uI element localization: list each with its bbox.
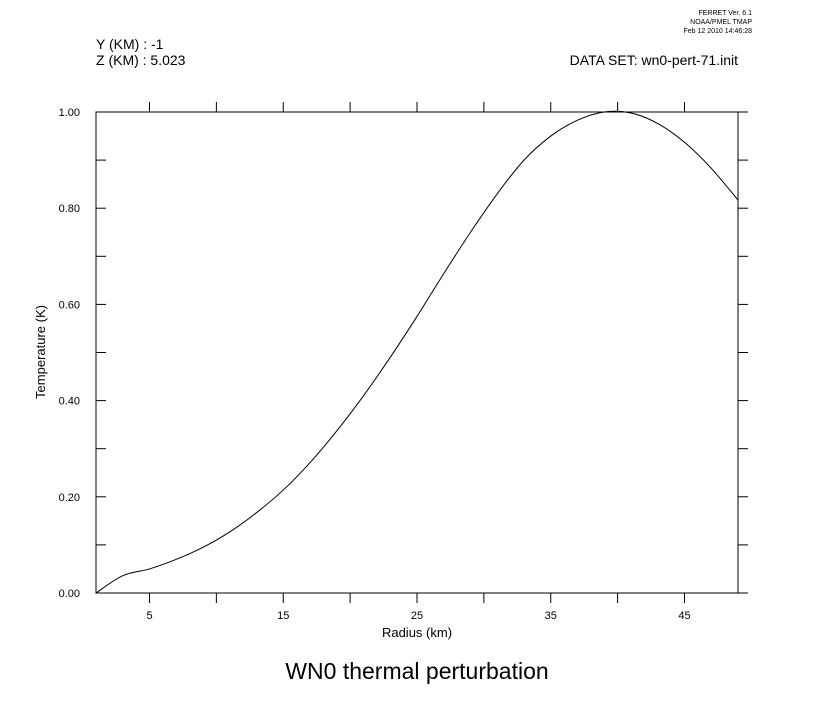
plot-frame bbox=[95, 111, 739, 594]
x-tick-label: 5 bbox=[146, 610, 152, 622]
y-axis-tick-labels: 0.00 0.20 0.40 0.60 0.80 1.00 bbox=[59, 107, 80, 600]
y-coordinate-label: Y (KM) : -1 bbox=[96, 36, 164, 52]
version-line-1: FERRET Ver. 6.1 bbox=[698, 10, 752, 17]
y-axis-ticks bbox=[96, 111, 748, 594]
dataset-label: DATA SET: wn0-pert-71.init bbox=[570, 52, 738, 68]
y-tick-label: 0.60 bbox=[59, 299, 80, 311]
version-line-3: Feb 12 2010 14:46:28 bbox=[683, 28, 752, 35]
y-tick-label: 1.00 bbox=[59, 107, 80, 119]
x-axis-tick-labels: 5 15 25 35 45 bbox=[146, 610, 690, 622]
y-tick-label: 0.20 bbox=[59, 492, 80, 504]
series-line bbox=[95, 110, 739, 594]
x-axis-ticks bbox=[149, 102, 685, 603]
y-axis-label: Temperature (K) bbox=[33, 305, 48, 399]
z-coordinate-label: Z (KM) : 5.023 bbox=[96, 52, 186, 68]
version-stamp: FERRET Ver. 6.1 NOAA/PMEL TMAP Feb 12 20… bbox=[683, 10, 752, 35]
y-tick-label: 0.00 bbox=[59, 588, 80, 600]
x-tick-label: 15 bbox=[277, 610, 289, 622]
x-axis-label: Radius (km) bbox=[382, 625, 452, 640]
y-tick-label: 0.80 bbox=[59, 203, 80, 215]
x-tick-label: 35 bbox=[545, 610, 557, 622]
x-tick-label: 45 bbox=[678, 610, 690, 622]
version-line-2: NOAA/PMEL TMAP bbox=[690, 19, 752, 26]
x-tick-label: 25 bbox=[411, 610, 423, 622]
chart-title: WN0 thermal perturbation bbox=[285, 658, 548, 684]
y-tick-label: 0.40 bbox=[59, 396, 80, 408]
